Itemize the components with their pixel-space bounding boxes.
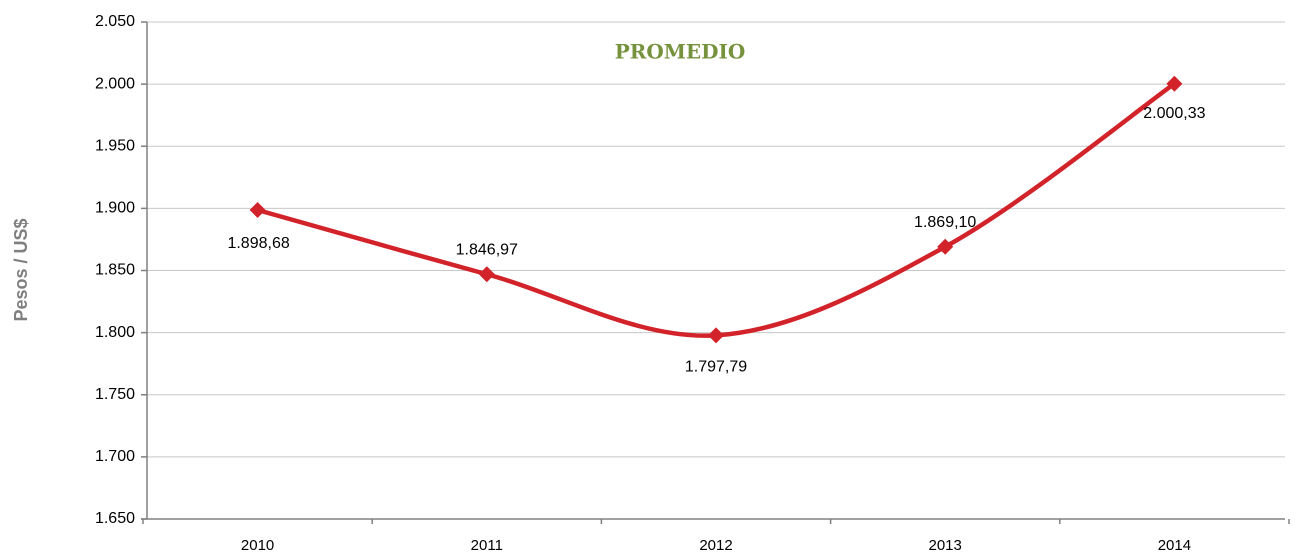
y-tick-label: 1.800	[95, 324, 135, 341]
data-label: 1.797,79	[685, 359, 747, 376]
chart-title: PROMEDIO	[615, 40, 746, 64]
x-tick-label: 2013	[929, 537, 962, 554]
y-tick-label: 1.700	[95, 448, 135, 465]
x-tick-label: 2011	[471, 537, 503, 554]
marker	[937, 238, 954, 255]
y-tick-label: 1.900	[95, 200, 135, 217]
data-label: 2.000,33	[1143, 105, 1205, 122]
data-label: 1.869,10	[914, 214, 976, 231]
y-axis-label: Pesos / US$	[11, 218, 31, 321]
line	[256, 81, 1176, 338]
x-tick-label: 2012	[699, 537, 732, 554]
x-tick-label: 2010	[241, 537, 274, 554]
y-tick-label: 2.000	[95, 75, 135, 92]
marker	[249, 202, 266, 219]
y-tick-label: 1.650	[95, 510, 135, 527]
marker	[708, 327, 724, 344]
y-tick-label: 2.050	[95, 13, 135, 30]
data-label: 1.898,68	[227, 235, 289, 252]
data-label: 1.846,97	[456, 241, 518, 258]
x-tick-label: 2014	[1158, 537, 1191, 554]
y-tick-label: 1.950	[95, 137, 135, 154]
marker	[1166, 75, 1183, 92]
marker	[478, 266, 495, 283]
y-tick-label: 1.750	[95, 386, 135, 403]
y-tick-label: 1.850	[95, 262, 135, 279]
